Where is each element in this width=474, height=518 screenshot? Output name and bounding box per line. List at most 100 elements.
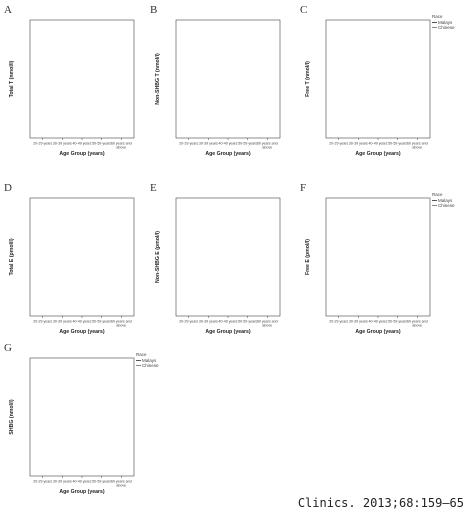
panel-f-legend-swatch — [432, 200, 437, 201]
panel-g: G 20-29 years 30-39 years 40-49 years 50-59 … — [4, 342, 159, 507]
panel-a-x-tick-label-50-59-years: 50-59 years — [92, 142, 111, 146]
panel-g-legend-label: Chinese — [142, 363, 159, 368]
panel-b-x-tick-label-30-39-years: 30-39 years — [199, 142, 218, 146]
panel-f-legend-entry-chinese: Chinese — [432, 203, 455, 208]
panel-c-y-axis-label: Free T (nmol/l) — [305, 61, 311, 97]
panel-f: F 20-29 years 30-39 years 40-49 years 50-59 … — [300, 182, 455, 347]
panel-f-x-tick-label-50-59-years: 50-59 years — [388, 320, 407, 324]
panel-d-letter: D — [4, 182, 12, 194]
panel-e-chart: 20-29 years 30-39 years 40-49 years 50-59 y… — [155, 197, 281, 335]
panel-b-x-axis-label: Age Group (years) — [205, 151, 251, 157]
panel-g-legend: Race Malays Chinese — [136, 352, 159, 368]
panel-e-y-axis-label: Non-SHBG E (pmol/l) — [155, 231, 161, 283]
panel-d-x-tick-label-30-39-years: 30-39 years — [53, 320, 72, 324]
panel-d-x-tick-label-60-years-and-above: 60 years and above — [111, 320, 132, 328]
panel-c-legend-swatch — [432, 27, 437, 28]
panel-f-legend-swatch — [432, 205, 437, 206]
panel-e-x-tick-label-50-59-years: 50-59 years — [238, 320, 257, 324]
panel-g-letter: G — [4, 342, 12, 354]
panel-f-letter: F — [300, 182, 307, 194]
panel-b: B 20-29 years 30-39 years 40-49 years 50-59 … — [150, 4, 300, 169]
panel-e-x-tick-label-20-29-years: 20-29 years — [179, 320, 198, 324]
panel-b-plot-frame — [175, 19, 281, 139]
panel-c-legend-swatch — [432, 22, 437, 23]
panel-c-legend-entry-chinese: Chinese — [432, 25, 455, 30]
panel-d: D 20-29 years 30-39 years 40-49 years 50-59 … — [4, 182, 154, 347]
panel-g-plot-frame — [29, 357, 135, 477]
panel-a-x-tick-label-20-29-years: 20-29 years — [33, 142, 52, 146]
panel-c-x-tick-label-30-39-years: 30-39 years — [349, 142, 368, 146]
panel-f-legend-label: Malays — [438, 198, 453, 203]
panel-e-x-tick-label-40-49-years: 40-49 years — [219, 320, 238, 324]
panel-a-chart: 20-29 years 30-39 years 40-49 years 50-59 y… — [9, 19, 135, 157]
panel-g-x-tick-label-50-59-years: 50-59 years — [92, 480, 111, 484]
panel-g-legend-swatch — [136, 365, 141, 366]
panel-a-x-tick-label-40-49-years: 40-49 years — [73, 142, 92, 146]
panel-c: C 20-29 years 30-39 years 40-49 years 50-59 … — [300, 4, 455, 169]
panel-f-legend: Race Malays Chinese — [432, 192, 455, 208]
panel-f-plot-frame — [325, 197, 431, 317]
panel-d-x-tick-label-40-49-years: 40-49 years — [73, 320, 92, 324]
panel-b-x-tick-label-60-years-and-above: 60 years and above — [257, 142, 278, 150]
panel-f-legend-entry-malays: Malays — [432, 198, 455, 203]
panel-b-chart: 20-29 years 30-39 years 40-49 years 50-59 y… — [155, 19, 281, 157]
panel-g-x-axis-label: Age Group (years) — [59, 489, 105, 495]
panel-g-legend-entry-chinese: Chinese — [136, 363, 159, 368]
citation: Clinics. 2013;68:159–65 — [297, 496, 464, 510]
panel-a-x-axis-label: Age Group (years) — [59, 151, 105, 157]
panel-b-x-tick-label-50-59-years: 50-59 years — [238, 142, 257, 146]
panel-e-x-axis-label: Age Group (years) — [205, 329, 251, 335]
panel-f-x-tick-label-60-years-and-above: 60 years and above — [407, 320, 428, 328]
panel-c-x-axis-label: Age Group (years) — [355, 151, 401, 157]
panel-e: E 20-29 years 30-39 years 40-49 years 50-59 … — [150, 182, 300, 347]
panel-f-chart: 20-29 years 30-39 years 40-49 years 50-59 y… — [305, 197, 431, 335]
panel-d-x-axis-label: Age Group (years) — [59, 329, 105, 335]
panel-e-letter: E — [150, 182, 157, 194]
panel-g-x-tick-label-40-49-years: 40-49 years — [73, 480, 92, 484]
panel-c-legend-label: Malays — [438, 20, 453, 25]
panel-e-x-tick-label-60-years-and-above: 60 years and above — [257, 320, 278, 328]
panel-g-legend-title: Race — [136, 352, 147, 357]
panel-b-x-tick-label-20-29-years: 20-29 years — [179, 142, 198, 146]
panel-d-x-tick-label-50-59-years: 50-59 years — [92, 320, 111, 324]
panel-g-legend-label: Malays — [142, 358, 157, 363]
panel-f-y-axis-label: Free E (pmol/l) — [305, 239, 311, 275]
panel-e-x-tick-label-30-39-years: 30-39 years — [199, 320, 218, 324]
panel-d-plot-frame — [29, 197, 135, 317]
panel-f-x-axis-label: Age Group (years) — [355, 329, 401, 335]
panel-a-plot-frame — [29, 19, 135, 139]
panel-b-letter: B — [150, 4, 158, 16]
panel-f-legend-label: Chinese — [438, 203, 455, 208]
panel-g-legend-swatch — [136, 360, 141, 361]
panel-f-legend-title: Race — [432, 192, 443, 197]
panel-a-x-tick-label-30-39-years: 30-39 years — [53, 142, 72, 146]
panel-g-chart: 20-29 years 30-39 years 40-49 years 50-59 y… — [9, 357, 135, 495]
panel-c-x-tick-label-40-49-years: 40-49 years — [369, 142, 388, 146]
panel-d-y-axis-label: Total E (pmol/l) — [9, 238, 15, 275]
panel-c-x-tick-label-50-59-years: 50-59 years — [388, 142, 407, 146]
panel-g-y-axis-label: SHBG (nmol/l) — [9, 399, 15, 434]
panel-e-plot-frame — [175, 197, 281, 317]
panel-g-legend-entry-malays: Malays — [136, 358, 159, 363]
panel-c-legend-label: Chinese — [438, 25, 455, 30]
panel-c-chart: 20-29 years 30-39 years 40-49 years 50-59 y… — [305, 19, 431, 157]
panel-c-x-tick-label-20-29-years: 20-29 years — [329, 142, 348, 146]
panel-d-chart: 20-29 years 30-39 years 40-49 years 50-59 y… — [9, 197, 135, 335]
panel-c-x-tick-label-60-years-and-above: 60 years and above — [407, 142, 428, 150]
panel-f-x-tick-label-20-29-years: 20-29 years — [329, 320, 348, 324]
panel-c-plot-frame — [325, 19, 431, 139]
panel-c-legend-title: Race — [432, 14, 443, 19]
panel-b-x-tick-label-40-49-years: 40-49 years — [219, 142, 238, 146]
panel-a: A 20-29 years 30-39 years 40-49 years 50-59 … — [4, 4, 154, 169]
panel-a-x-tick-label-60-years-and-above: 60 years and above — [111, 142, 132, 150]
panel-c-letter: C — [300, 4, 308, 16]
panel-a-y-axis-label: Total T (nmol/l) — [9, 60, 15, 97]
panel-g-x-tick-label-60-years-and-above: 60 years and above — [111, 480, 132, 488]
panel-g-x-tick-label-30-39-years: 30-39 years — [53, 480, 72, 484]
panel-g-x-tick-label-20-29-years: 20-29 years — [33, 480, 52, 484]
panel-a-letter: A — [4, 4, 12, 16]
panel-f-x-tick-label-40-49-years: 40-49 years — [369, 320, 388, 324]
panel-f-x-tick-label-30-39-years: 30-39 years — [349, 320, 368, 324]
panel-c-legend: Race Malays Chinese — [432, 14, 455, 30]
panel-c-legend-entry-malays: Malays — [432, 20, 455, 25]
